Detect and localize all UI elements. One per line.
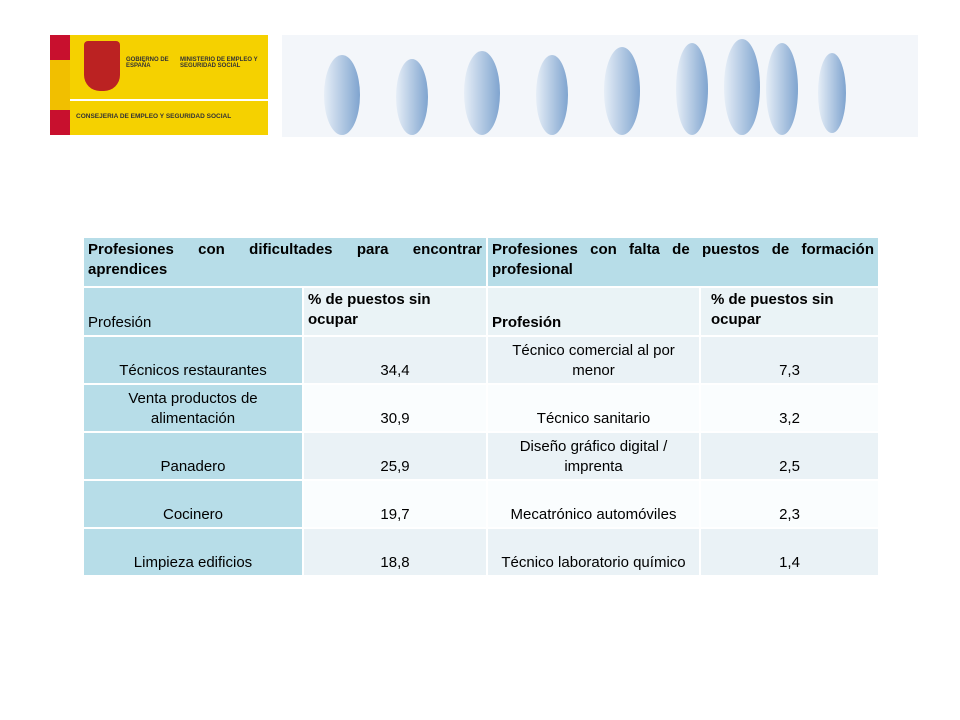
cell: Técnicos restaurantes — [82, 335, 304, 385]
cell: 18,8 — [302, 527, 488, 577]
column: Profesión — [82, 286, 304, 337]
cell: Panadero — [82, 431, 304, 481]
cell: 3,2 — [699, 383, 880, 433]
consejeria: CONSEJERIA DE EMPLEO Y SEGURIDAD SOCIAL — [76, 113, 232, 120]
row: Panadero 25,9 Diseño gráfico digital / imp… — [82, 431, 880, 481]
cell: 19,7 — [302, 479, 488, 529]
cell: 1,4 — [699, 527, 880, 577]
row: Cocinero 19,7 Mecatrónico automóviles 2,3 — [82, 479, 880, 529]
cell: Mecatrónico automóviles — [486, 479, 701, 529]
cell: Diseño gráfico digital / imprenta — [486, 431, 701, 481]
flag — [50, 35, 70, 135]
cell: 34,4 — [302, 335, 488, 385]
cell: 25,9 — [302, 431, 488, 481]
column: % de puestos sin ocupar — [699, 286, 880, 337]
cell: Técnico laboratorio químico — [486, 527, 701, 577]
cell: Cocinero — [82, 479, 304, 529]
banner-bg — [282, 35, 918, 137]
banner — [282, 35, 918, 137]
column-row: Profesión % de puestos sin ocupar Profes… — [82, 286, 880, 337]
cell: 30,9 — [302, 383, 488, 433]
cell: Venta productos de alimentación — [82, 383, 304, 433]
cell: Técnico comercial al por menor — [486, 335, 701, 385]
cell: 7,3 — [699, 335, 880, 385]
row: Técnicos restaurantes 34,4 Técnico comerci… — [82, 335, 880, 385]
column: % de puestos sin ocupar — [302, 286, 488, 337]
logo: GOBIERNO DE ESPAÑA MINISTERIO DE EMPLEO … — [50, 35, 270, 137]
cell: Limpieza edificios — [82, 527, 304, 577]
crest — [84, 41, 120, 91]
group: Profesiones con dificultades para encont… — [82, 236, 488, 288]
row: Venta productos de alimentación 30,9 Técni… — [82, 383, 880, 433]
row: Limpieza edificios 18,8 Técnico laboratori… — [82, 527, 880, 577]
group-row: Profesiones con dificultades para encont… — [82, 236, 880, 288]
table: Profesiones con dificultades para encont… — [82, 236, 880, 577]
ministerio: MINISTERIO DE EMPLEO Y SEGURIDAD SOCIAL — [180, 57, 258, 69]
cell: 2,3 — [699, 479, 880, 529]
people — [324, 39, 846, 135]
gobierno: GOBIERNO DE ESPAÑA — [126, 57, 169, 69]
column: Profesión — [486, 286, 701, 337]
cell: Técnico sanitario — [486, 383, 701, 433]
logo-bottom — [70, 101, 268, 135]
group: Profesiones con falta de puestos de form… — [486, 236, 880, 288]
cell: 2,5 — [699, 431, 880, 481]
table-body: Técnicos restaurantes 34,4 Técnico comerci… — [82, 335, 880, 577]
